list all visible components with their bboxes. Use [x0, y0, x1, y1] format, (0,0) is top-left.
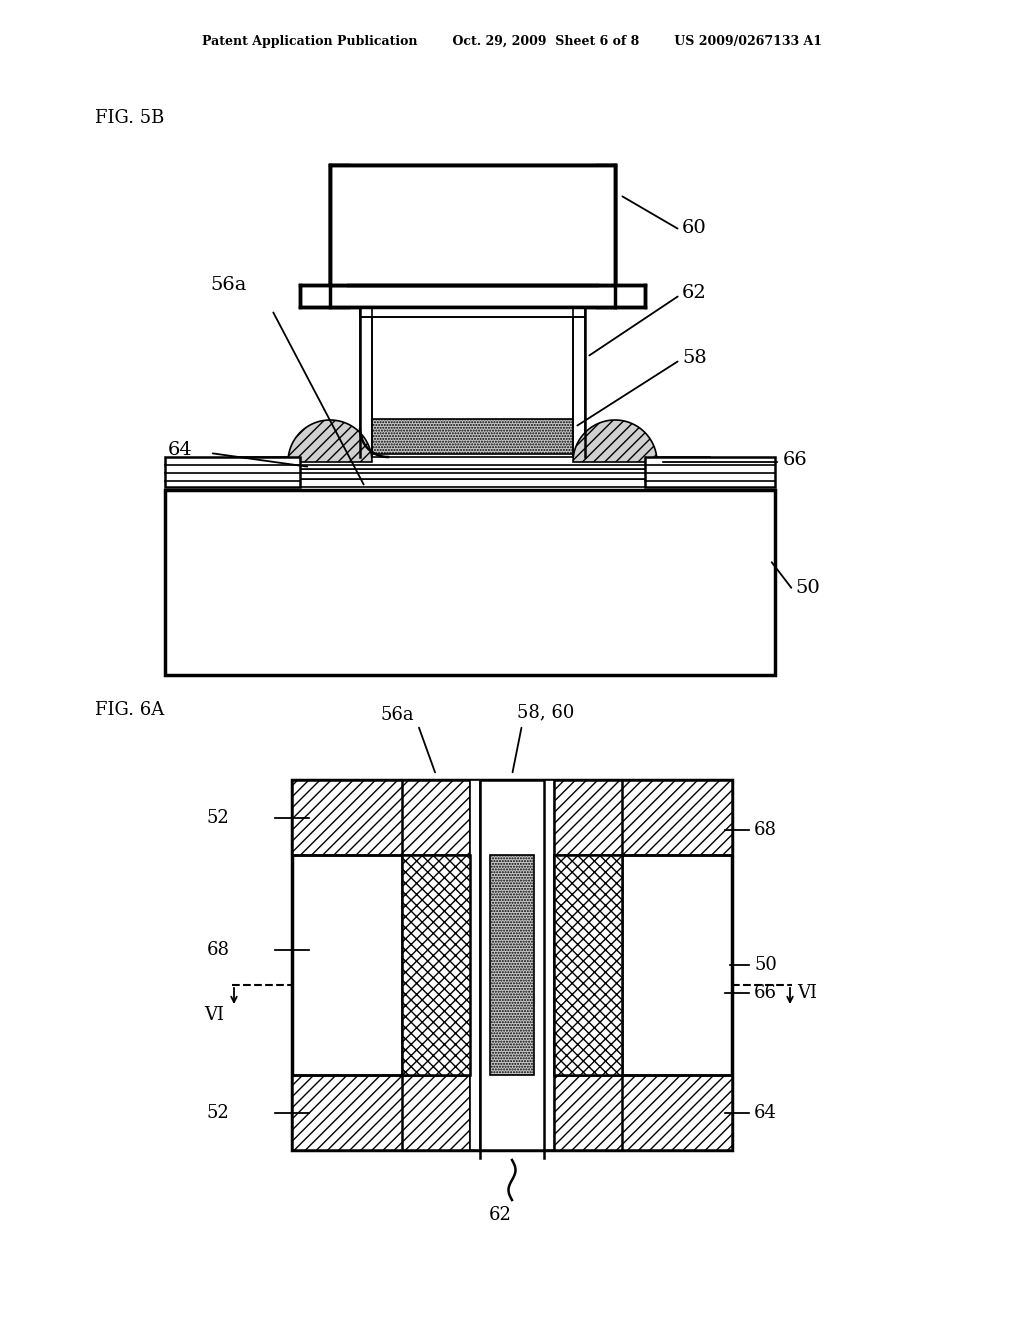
Text: 62: 62 [682, 284, 707, 302]
Polygon shape [573, 420, 657, 462]
Bar [330, 165, 348, 308]
Text: 50: 50 [795, 579, 820, 597]
Text: 68: 68 [754, 821, 777, 840]
Bar [480, 780, 544, 1150]
Bar [544, 780, 554, 1150]
Bar [402, 855, 470, 1074]
Bar [597, 165, 615, 308]
Text: VI: VI [204, 1006, 224, 1024]
Text: 62: 62 [488, 1206, 511, 1224]
Text: FIG. 6A: FIG. 6A [95, 701, 164, 719]
Text: 50: 50 [754, 956, 777, 974]
Bar [372, 418, 573, 454]
Bar [470, 780, 480, 1150]
Bar [230, 469, 710, 479]
Bar [300, 285, 645, 308]
Text: 64: 64 [754, 1104, 777, 1122]
Bar [360, 308, 372, 457]
Bar [230, 457, 710, 469]
Bar [573, 308, 585, 457]
Text: 60: 60 [682, 219, 707, 238]
Bar [292, 780, 732, 855]
Bar [330, 165, 615, 285]
Text: 66: 66 [783, 451, 808, 469]
Text: 56a: 56a [381, 706, 415, 723]
Bar [165, 490, 775, 675]
Bar [402, 780, 470, 1150]
Text: 64: 64 [168, 441, 193, 459]
Text: VI: VI [797, 983, 817, 1002]
Text: 58: 58 [682, 348, 707, 367]
Bar [292, 780, 732, 1150]
Text: 52: 52 [207, 809, 229, 828]
Text: 56a: 56a [210, 276, 247, 294]
Text: 58, 60: 58, 60 [517, 704, 574, 721]
Bar [230, 479, 710, 487]
Bar [645, 457, 775, 487]
Bar [490, 855, 534, 1074]
Text: 68: 68 [207, 941, 230, 960]
Bar [554, 855, 622, 1074]
Text: Patent Application Publication        Oct. 29, 2009  Sheet 6 of 8        US 2009: Patent Application Publication Oct. 29, … [202, 36, 822, 49]
Bar [554, 780, 622, 1150]
Text: 66: 66 [754, 983, 777, 1002]
Bar [165, 457, 300, 487]
Bar [330, 165, 615, 285]
Polygon shape [288, 420, 372, 462]
Text: FIG. 5B: FIG. 5B [95, 110, 165, 127]
Text: 52: 52 [207, 1104, 229, 1122]
Bar [292, 1074, 732, 1150]
Bar [360, 308, 585, 317]
